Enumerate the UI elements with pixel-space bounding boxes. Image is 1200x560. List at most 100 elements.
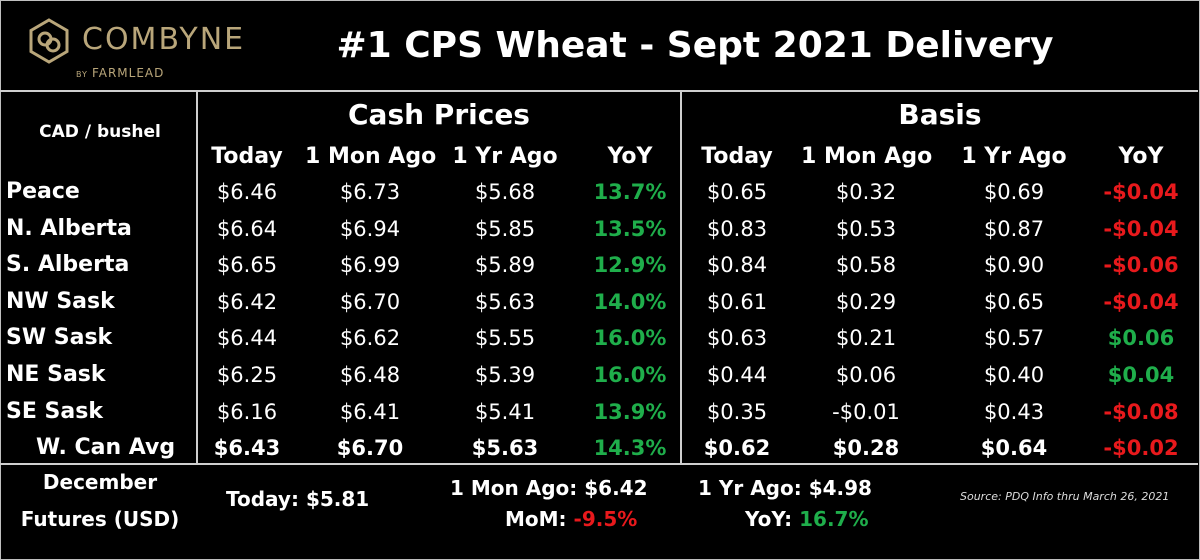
cash-value: $5.89 bbox=[474, 253, 536, 278]
cash-value: $6.70 bbox=[339, 289, 401, 314]
cash-value: 16.0% bbox=[593, 363, 667, 387]
futures-today-label: Today: bbox=[226, 487, 299, 511]
futures-today: Today: $5.81 bbox=[226, 487, 369, 511]
region-divider bbox=[196, 90, 198, 465]
region-label: Peace bbox=[6, 179, 80, 204]
cash-value: 16.0% bbox=[593, 326, 667, 351]
futures-yoy-label: YoY: bbox=[745, 507, 793, 531]
basis-value: -$0.04 bbox=[1103, 289, 1179, 314]
basis-value: $0.58 bbox=[835, 253, 897, 278]
cash-col-header: 1 Mon Ago bbox=[305, 144, 437, 169]
basis-value: -$0.04 bbox=[1103, 180, 1179, 204]
header-divider bbox=[0, 90, 1198, 92]
basis-value: $0.21 bbox=[835, 326, 897, 351]
futures-mom-value: -9.5% bbox=[573, 507, 638, 531]
cash-value: $5.41 bbox=[474, 399, 536, 424]
futures-label-line2: Futures (USD) bbox=[20, 507, 180, 531]
cash-value: $6.16 bbox=[216, 399, 278, 424]
basis-value: $0.65 bbox=[983, 289, 1045, 314]
basis-value: $0.40 bbox=[983, 363, 1045, 387]
basis-value: $0.44 bbox=[706, 363, 768, 387]
region-label: SW Sask bbox=[6, 325, 113, 351]
group-divider bbox=[680, 90, 682, 465]
logo-subtitle: BY FARMLEAD bbox=[76, 66, 164, 80]
basis-value: $0.29 bbox=[835, 289, 897, 314]
region-label: SE Sask bbox=[6, 398, 103, 424]
basis-value: $0.06 bbox=[1107, 326, 1175, 351]
futures-today-value: $5.81 bbox=[305, 487, 370, 511]
basis-value: $0.90 bbox=[983, 253, 1045, 278]
cash-value: $5.39 bbox=[474, 363, 536, 387]
cash-col-header: 1 Yr Ago bbox=[452, 144, 558, 169]
cash-col-header: YoY bbox=[607, 144, 653, 169]
futures-mon-label: 1 Mon Ago: bbox=[450, 476, 578, 500]
basis-value: $0.63 bbox=[706, 326, 768, 351]
basis-col-header: YoY bbox=[1118, 144, 1164, 169]
cash-value: $6.64 bbox=[216, 216, 278, 241]
unit-label: CAD / bushel bbox=[39, 122, 161, 142]
cash-value: $6.73 bbox=[339, 180, 401, 204]
group-header-cash: Cash Prices bbox=[348, 98, 530, 131]
basis-value: $0.06 bbox=[835, 363, 897, 387]
futures-yr-value: $4.98 bbox=[808, 476, 872, 500]
region-label: NE Sask bbox=[6, 362, 106, 387]
basis-value: $0.53 bbox=[835, 216, 897, 241]
basis-value: $0.62 bbox=[703, 436, 771, 461]
cash-value: $5.63 bbox=[474, 289, 536, 314]
cash-value: 13.9% bbox=[593, 399, 667, 424]
region-label: N. Alberta bbox=[6, 215, 132, 241]
logo-by: BY bbox=[76, 70, 88, 79]
basis-value: $0.64 bbox=[980, 436, 1048, 461]
futures-mon-value: $6.42 bbox=[584, 476, 648, 500]
basis-value: $0.43 bbox=[983, 399, 1045, 424]
page-title: #1 CPS Wheat - Sept 2021 Delivery bbox=[336, 25, 1054, 66]
logo-farmlead: FARMLEAD bbox=[91, 66, 165, 80]
basis-value: $0.35 bbox=[706, 399, 768, 424]
basis-col-header: 1 Yr Ago bbox=[961, 144, 1067, 169]
cash-value: $5.68 bbox=[474, 180, 536, 204]
cash-value: $6.94 bbox=[339, 216, 401, 241]
cash-col-header: Today bbox=[211, 144, 283, 169]
cash-value: 14.0% bbox=[593, 289, 667, 314]
cash-value: 13.7% bbox=[593, 180, 667, 204]
cash-value: 12.9% bbox=[593, 253, 667, 278]
basis-value: $0.28 bbox=[832, 436, 900, 461]
basis-value: $0.04 bbox=[1107, 363, 1175, 387]
basis-value: $0.57 bbox=[983, 326, 1045, 351]
basis-value: -$0.01 bbox=[832, 399, 900, 424]
group-header-basis: Basis bbox=[898, 98, 982, 131]
cash-value: $6.46 bbox=[216, 180, 278, 204]
combyne-hexagon-icon bbox=[29, 18, 69, 64]
cash-value: $6.48 bbox=[339, 363, 401, 387]
futures-label-line1: December bbox=[42, 470, 158, 494]
futures-yr: 1 Yr Ago: $4.98 bbox=[698, 476, 872, 500]
basis-value: $0.84 bbox=[706, 253, 768, 278]
cash-value: $6.44 bbox=[216, 326, 278, 351]
futures-yoy-value: 16.7% bbox=[799, 507, 869, 531]
basis-value: $0.69 bbox=[983, 180, 1045, 204]
basis-value: $0.87 bbox=[983, 216, 1045, 241]
basis-col-header: 1 Mon Ago bbox=[801, 144, 933, 169]
cash-value: $6.42 bbox=[216, 289, 278, 314]
cash-value: 14.3% bbox=[593, 436, 667, 461]
region-label: NW Sask bbox=[6, 288, 115, 314]
region-label: S. Alberta bbox=[6, 252, 130, 278]
basis-col-header: Today bbox=[701, 144, 773, 169]
basis-value: $0.61 bbox=[706, 289, 768, 314]
cash-value: 13.5% bbox=[593, 216, 667, 241]
cash-value: $6.43 bbox=[213, 436, 281, 461]
basis-value: -$0.08 bbox=[1103, 399, 1179, 424]
cash-value: $5.85 bbox=[474, 216, 536, 241]
combyne-logo: COMBYNE BY FARMLEAD bbox=[26, 14, 256, 84]
footer-divider bbox=[0, 463, 1198, 465]
basis-value: $0.83 bbox=[706, 216, 768, 241]
cash-value: $5.55 bbox=[474, 326, 536, 351]
cash-value: $6.99 bbox=[339, 253, 401, 278]
basis-value: -$0.02 bbox=[1103, 436, 1179, 461]
futures-mom: MoM: -9.5% bbox=[505, 507, 637, 531]
futures-yoy: YoY: 16.7% bbox=[745, 507, 869, 531]
logo-name: COMBYNE bbox=[82, 22, 246, 57]
cash-value: $6.62 bbox=[339, 326, 401, 351]
region-label: W. Can Avg bbox=[36, 435, 176, 461]
futures-mom-label: MoM: bbox=[505, 507, 567, 531]
